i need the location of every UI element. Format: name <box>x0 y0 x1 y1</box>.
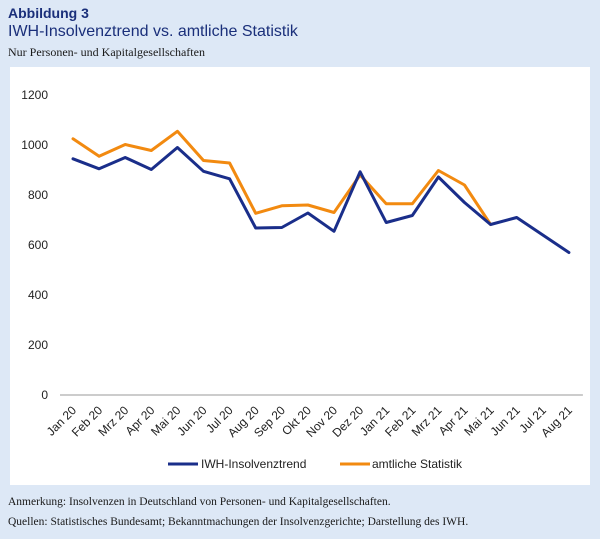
x-tick-label: Jun 21 <box>487 403 523 439</box>
x-tick-label: Jun 20 <box>174 403 210 439</box>
footnote: Anmerkung: Insolvenzen in Deutschland vo… <box>8 496 391 508</box>
y-tick-label: 200 <box>28 338 48 352</box>
series-line-iwh-insolvenztrend <box>71 146 571 254</box>
series-line-amtliche-statistik <box>71 129 493 226</box>
y-tick-label: 1000 <box>21 138 48 152</box>
chart-title: IWH-Insolvenztrend vs. amtliche Statisti… <box>8 23 298 40</box>
figure-label: Abbildung 3 <box>8 5 89 21</box>
x-tick-label: Mrz 20 <box>95 403 131 439</box>
y-tick-label: 0 <box>41 388 48 402</box>
chart-panel: 0 200 400 600 800 1000 1200 Jan 20 Feb 20 Mrz 20 A… <box>10 67 590 485</box>
y-tick-label: 600 <box>28 238 48 252</box>
y-tick-label: 1200 <box>21 88 48 102</box>
legend-label-amtliche-statistik: amtliche Statistik <box>372 457 463 471</box>
sources-note: Quellen: Statistisches Bundesamt; Bekann… <box>8 516 469 528</box>
y-tick-label: 800 <box>28 188 48 202</box>
x-tick-label: Mrz 21 <box>409 403 445 439</box>
chart-subtitle: Nur Personen- und Kapitalgesellschaften <box>8 45 205 59</box>
legend-label-iwh-insolvenztrend: IWH-Insolvenztrend <box>201 457 306 471</box>
y-tick-label: 400 <box>28 288 48 302</box>
